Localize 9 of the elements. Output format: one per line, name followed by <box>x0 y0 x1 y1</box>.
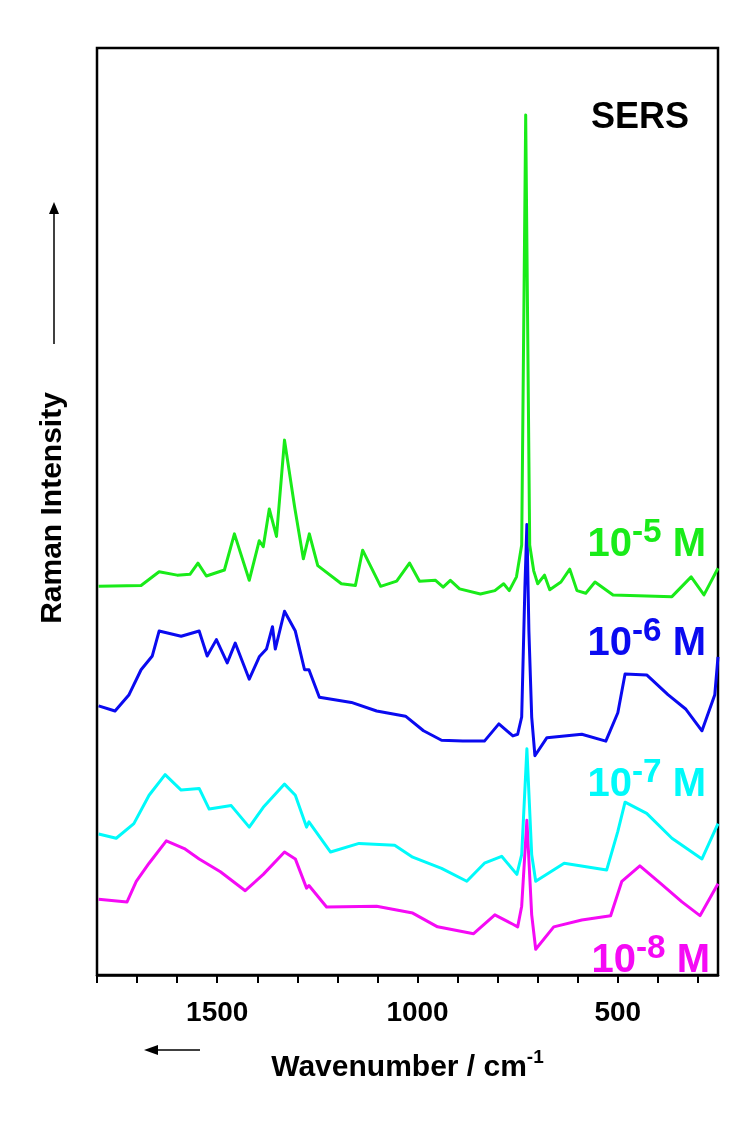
x-tick-label: 1500 <box>186 995 249 1027</box>
series-label: 10$^{-6}$ M <box>587 610 706 663</box>
series-label: 10$^{-7}$ M <box>587 751 706 804</box>
chart-title: SERS <box>590 94 690 136</box>
x-tick-label: 1000 <box>386 995 449 1027</box>
y-axis-title: Raman Intensity <box>33 391 67 624</box>
series-label: 10$^{-8}$ M <box>591 927 710 981</box>
series-label: 10$^{-5}$ M <box>587 512 706 565</box>
x-tick-label: 500 <box>594 995 642 1027</box>
